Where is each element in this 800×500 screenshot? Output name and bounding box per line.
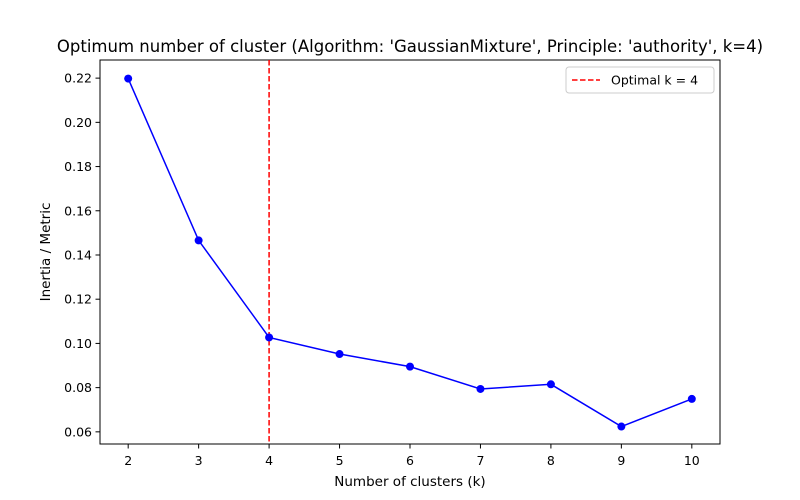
data-point <box>265 333 274 342</box>
legend-label: Optimal k = 4 <box>611 73 698 88</box>
data-point <box>194 236 203 245</box>
y-axis: 0.06 0.08 0.10 0.12 0.14 0.16 0.18 0.20 0.22 <box>64 71 100 439</box>
y-tick-label: 0.16 <box>64 203 92 218</box>
x-axis: 2 3 4 5 6 7 8 9 10 <box>124 444 700 468</box>
x-tick-label: 6 <box>406 453 414 468</box>
y-tick-label: 0.14 <box>64 247 92 262</box>
x-tick-label: 8 <box>547 453 555 468</box>
y-tick-label: 0.10 <box>64 336 92 351</box>
data-point <box>335 350 344 359</box>
chart-title: Optimum number of cluster (Algorithm: 'G… <box>57 37 763 56</box>
x-tick-label: 10 <box>684 453 700 468</box>
x-tick-label: 7 <box>476 453 484 468</box>
legend: Optimal k = 4 <box>565 66 715 94</box>
y-tick-label: 0.22 <box>64 71 92 86</box>
y-tick-label: 0.12 <box>64 292 92 307</box>
data-point <box>124 74 133 83</box>
x-tick-label: 9 <box>617 453 625 468</box>
y-tick-label: 0.20 <box>64 115 92 130</box>
data-point <box>406 362 414 371</box>
data-point <box>687 394 696 403</box>
data-point <box>476 384 485 393</box>
y-tick-label: 0.18 <box>64 159 92 174</box>
x-tick-label: 5 <box>336 453 344 468</box>
data-point <box>546 380 555 389</box>
x-tick-label: 4 <box>265 453 273 468</box>
y-tick-label: 0.08 <box>64 380 92 395</box>
y-axis-label: Inertia / Metric <box>38 203 54 302</box>
x-tick-label: 2 <box>124 453 132 468</box>
x-tick-label: 3 <box>195 453 203 468</box>
series-group <box>124 74 696 431</box>
y-tick-label: 0.06 <box>64 424 92 439</box>
data-point <box>617 422 626 431</box>
legend-frame <box>565 66 715 94</box>
x-axis-label: Number of clusters (k) <box>334 474 485 490</box>
